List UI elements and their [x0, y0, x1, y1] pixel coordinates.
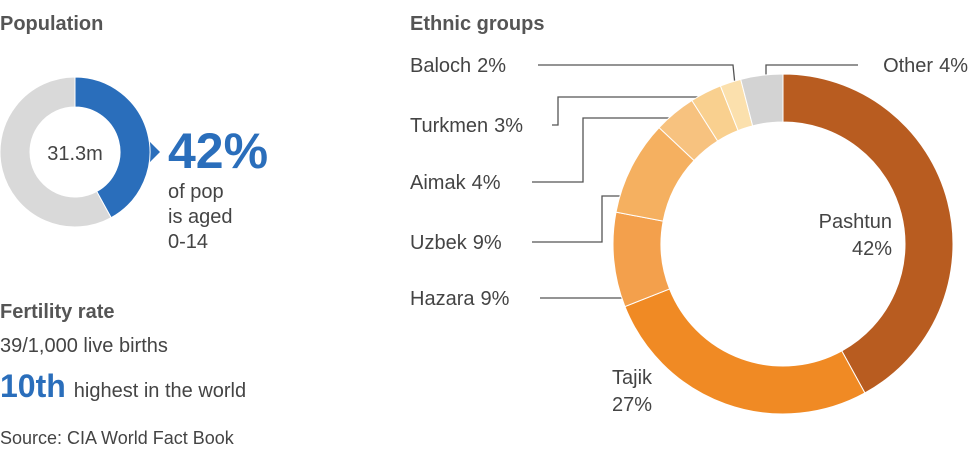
value-label: 4% [939, 55, 968, 77]
segment-label: Baloch 2% [410, 55, 506, 77]
annotation: 0-14 [168, 231, 208, 253]
value-label: 3% [494, 115, 523, 137]
annotation: of pop [168, 181, 224, 203]
segment-label: Hazara 9% [410, 288, 510, 310]
donut-segment [74, 76, 151, 219]
value-label: 9% [473, 232, 502, 254]
category-label: Other [883, 55, 933, 77]
leader-line [765, 64, 858, 78]
value-label: 4% [472, 172, 501, 194]
category-label: Hazara [410, 288, 475, 310]
category-label: Turkmen [410, 115, 488, 137]
fertility-rank-text: highest in the world [74, 380, 246, 402]
category-label: Aimak [410, 172, 467, 194]
chart-title: Ethnic groups [410, 13, 544, 35]
fertility-title: Fertility rate [0, 301, 114, 323]
donut-segment [782, 73, 954, 394]
fertility-rate: 39/1,000 live births [0, 335, 168, 357]
segment-label: Aimak 4% [410, 172, 501, 194]
chart-title: Population [0, 13, 103, 35]
segment-label: Other 4% [883, 55, 968, 77]
donut-segment [0, 76, 112, 228]
leader-line [532, 117, 678, 183]
category-label: Baloch [410, 55, 471, 77]
fertility-rank-line: 10th highest in the world [0, 368, 246, 404]
value-label: 42% [852, 238, 892, 260]
center-label: 31.3m [47, 143, 103, 165]
segment-label: Uzbek 9% [410, 232, 502, 254]
donut-segment [612, 211, 671, 308]
value-label: 27% [612, 394, 652, 416]
donut-segment [624, 288, 866, 415]
category-label: Uzbek [410, 232, 468, 254]
fertility-rank: 10th [0, 368, 66, 404]
value-label: 42% [168, 123, 268, 179]
category-label: Pashtun [819, 211, 892, 233]
source: Source: CIA World Fact Book [0, 428, 235, 448]
leader-line [532, 195, 632, 243]
segment-label: Turkmen 3% [410, 115, 523, 137]
leaders [532, 64, 858, 299]
value-label: 9% [480, 288, 509, 310]
annotation: is aged [168, 206, 233, 228]
value-label: 2% [477, 55, 506, 77]
category-label: Tajik [612, 367, 653, 389]
pointer [148, 140, 160, 164]
leader-line [552, 96, 708, 126]
donut-segment [740, 73, 784, 127]
leader-line [538, 64, 736, 86]
